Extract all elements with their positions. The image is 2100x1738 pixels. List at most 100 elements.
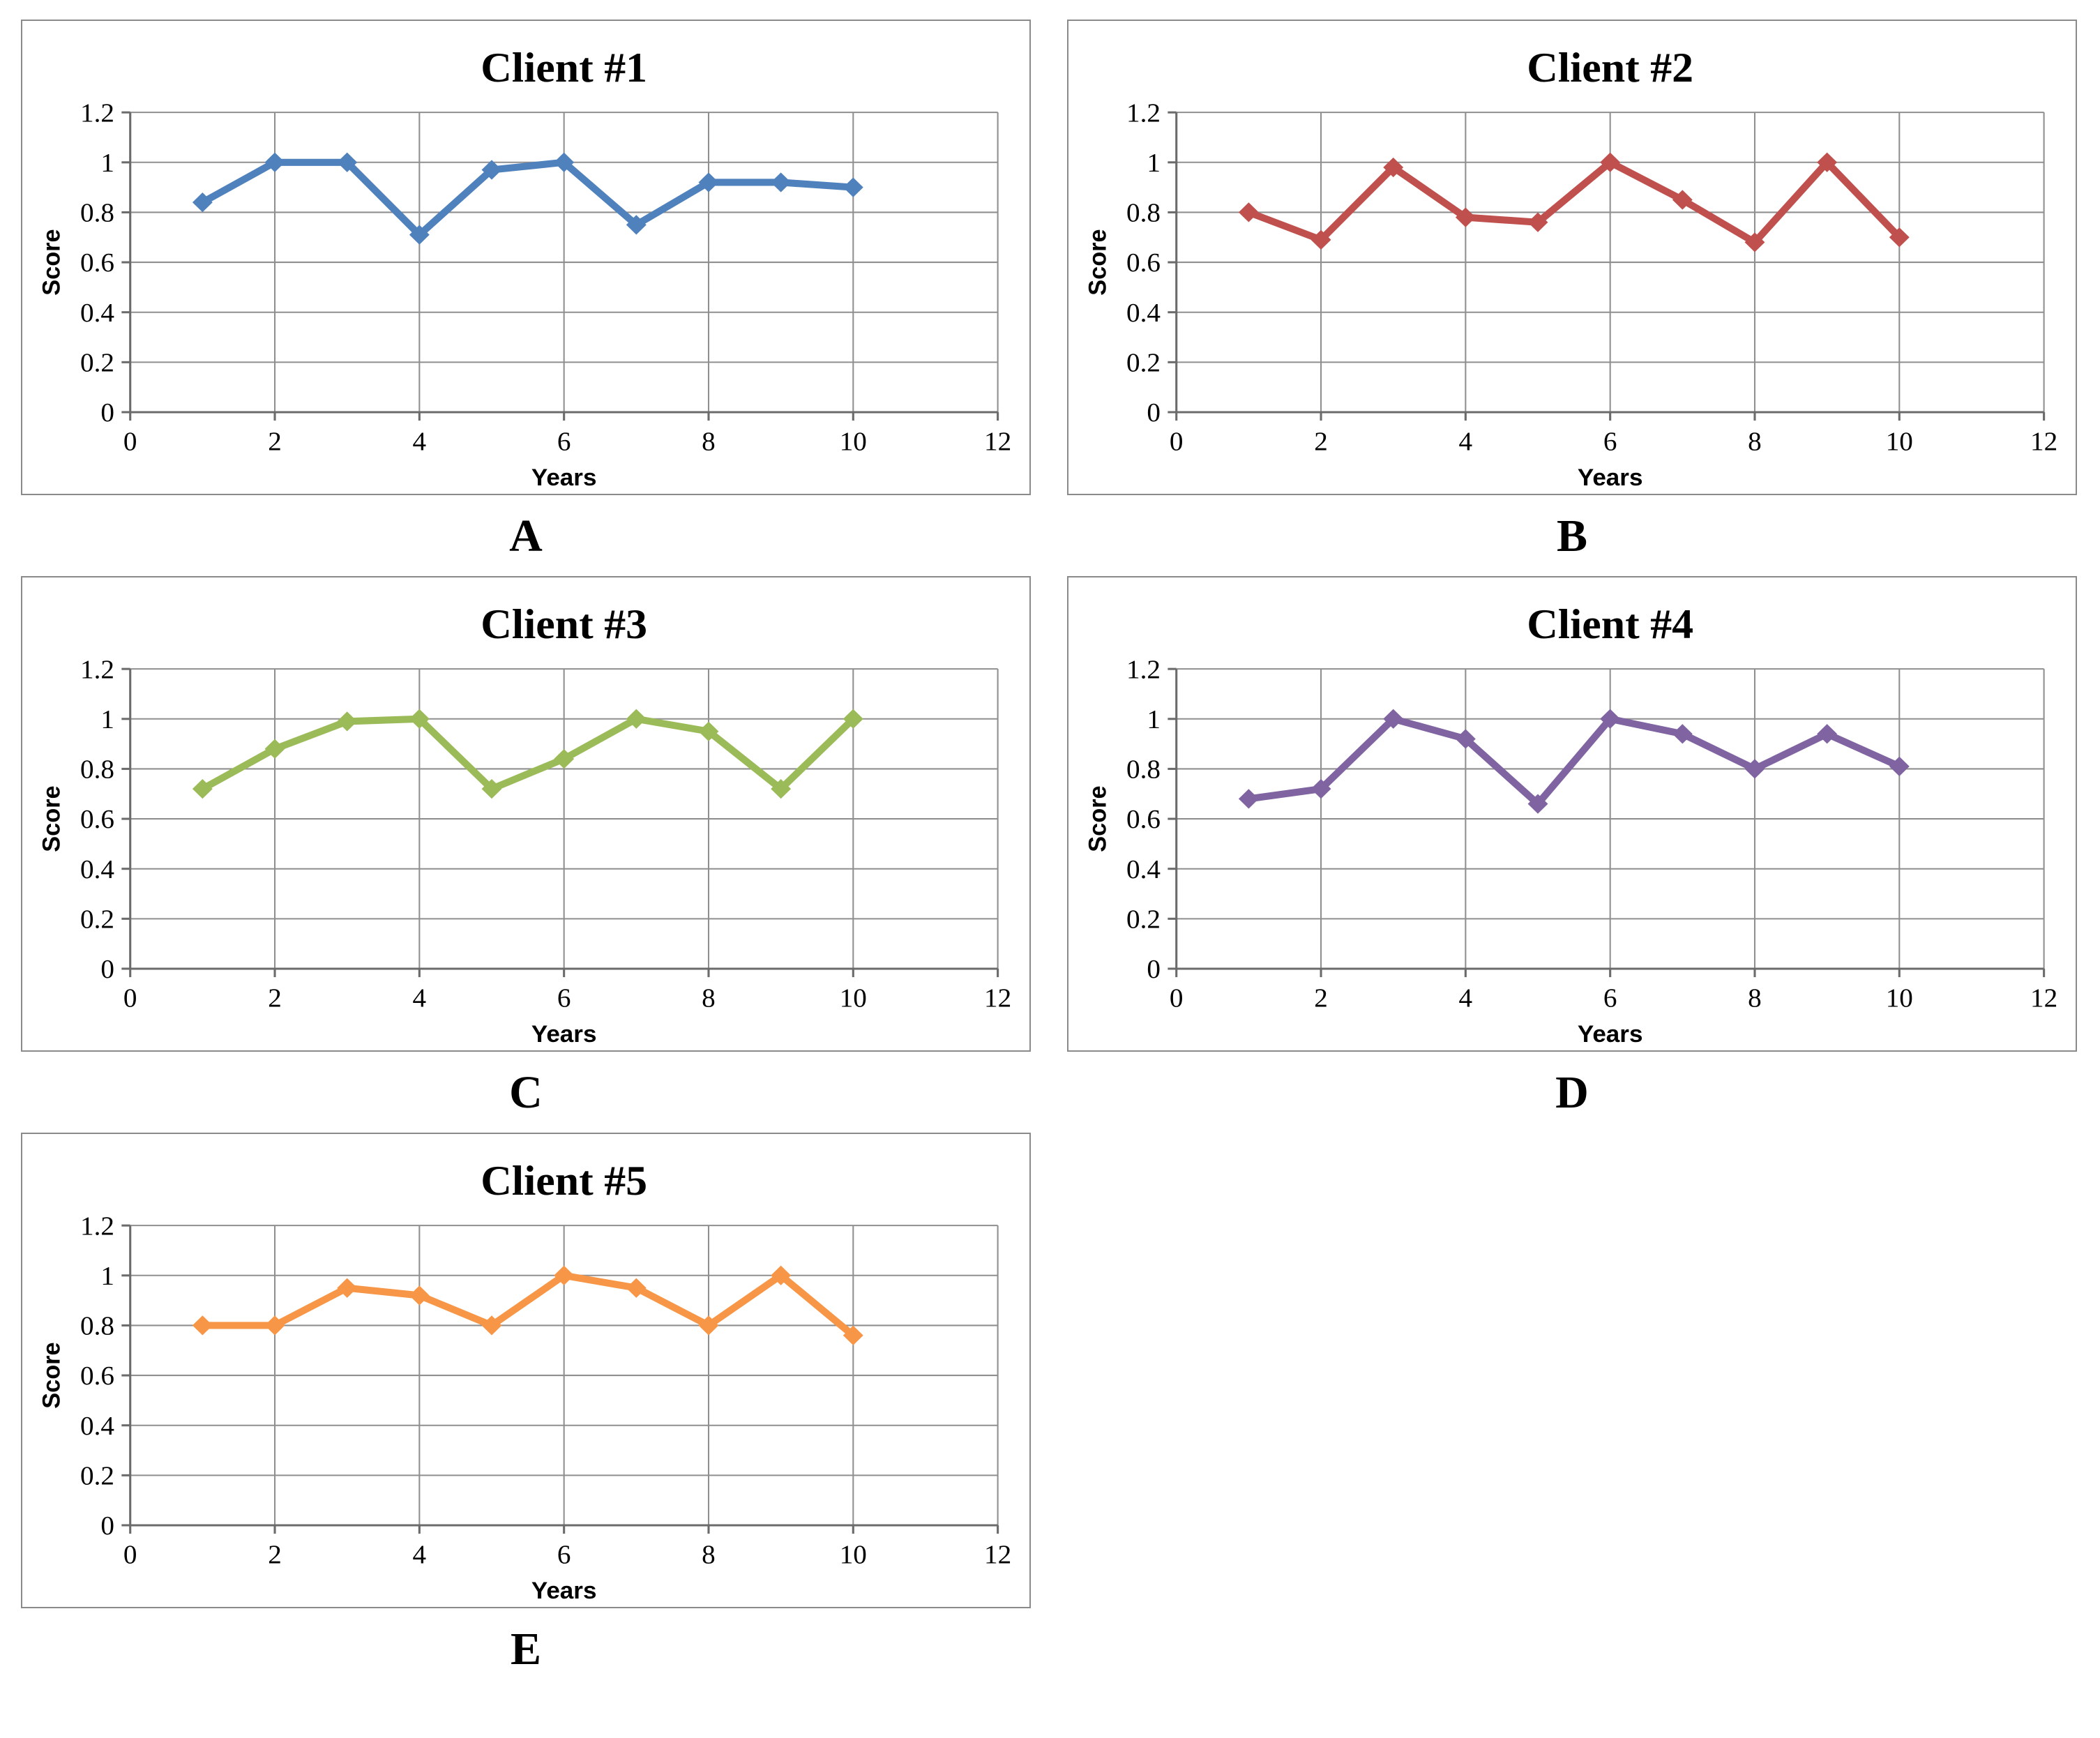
panel-cell-b: Client #2 0 0.2 0.4 0.6 0.8 1 1.2 0 2 4 6 8 10 12 Years… (1067, 20, 2077, 576)
data-series-line (1245, 158, 1903, 246)
y-axis-title: Score (1085, 229, 1111, 295)
line-chart-client-3: Client #3 0 0.2 0.4 0.6 0.8 1 1.2 0 2 4 6 8 10 12 Years… (22, 577, 1029, 1050)
y-axis-tick-label: 0 (1147, 954, 1161, 984)
panel-letter-label-d: D (1555, 1067, 1589, 1118)
y-axis-tick-label: 1 (1147, 704, 1161, 734)
data-point-marker (771, 172, 792, 192)
data-point-marker (843, 709, 863, 729)
data-series-line (199, 715, 857, 793)
panel-letter-label-b: B (1556, 511, 1588, 561)
y-axis-tick-label: 0.6 (80, 805, 114, 835)
chart-title: Client #5 (481, 1157, 647, 1204)
x-axis-tick-label: 10 (1886, 427, 1913, 457)
line-chart-client-4: Client #4 0 0.2 0.4 0.6 0.8 1 1.2 0 2 4 6 8 10 12 Years… (1068, 577, 2076, 1050)
chart-panel-client-3: Client #3 0 0.2 0.4 0.6 0.8 1 1.2 0 2 4 6 8 10 12 Years… (21, 576, 1031, 1052)
chart-title: Client #3 (481, 600, 647, 647)
y-axis-tick-label: 1 (100, 148, 114, 178)
y-axis-title: Score (38, 229, 65, 295)
x-axis-title: Years (531, 1021, 597, 1048)
chart-title: Client #4 (1527, 600, 1693, 647)
data-point-marker (1310, 778, 1331, 799)
y-axis-tick-label: 0.2 (80, 905, 114, 935)
data-point-marker (409, 1285, 430, 1306)
data-point-marker (1455, 207, 1476, 227)
x-axis-tick-label: 0 (1170, 427, 1184, 457)
y-axis-tick-label: 1 (100, 704, 114, 734)
chart-svg: Client #1 0 0.2 0.4 0.6 0.8 1 1.2 0 2 4 6 8 10 12 Years… (38, 44, 1011, 491)
y-axis-title: Score (38, 785, 65, 852)
data-point-marker (1672, 190, 1693, 210)
y-axis-tick-label: 0.8 (1126, 755, 1161, 785)
x-axis-tick-label: 4 (1459, 983, 1473, 1013)
x-axis-tick-label: 2 (1314, 983, 1328, 1013)
y-axis-title: Score (38, 1342, 65, 1408)
y-axis-tick-label: 1.2 (80, 1211, 114, 1241)
y-axis-tick-label: 0 (100, 1511, 114, 1541)
data-point-marker (1744, 759, 1765, 779)
x-axis-tick-label: 6 (557, 983, 571, 1013)
data-point-marker (1455, 729, 1476, 749)
y-axis-tick-label: 0.2 (80, 348, 114, 378)
y-axis-tick-label: 0.4 (1126, 854, 1161, 884)
x-axis-title: Years (531, 464, 597, 491)
data-point-marker (264, 152, 285, 172)
y-axis-tick-label: 0 (100, 398, 114, 428)
panel-letter-label-a: A (509, 511, 543, 561)
data-point-marker (1238, 789, 1259, 809)
y-axis-tick-label: 1.2 (80, 98, 114, 128)
y-axis-tick-label: 0 (1147, 398, 1161, 428)
y-axis-tick-label: 0.4 (1126, 298, 1161, 328)
x-axis-tick-label: 10 (840, 427, 867, 457)
data-point-marker (192, 778, 213, 799)
x-axis-tick-label: 12 (984, 427, 1011, 457)
y-axis-tick-label: 0.6 (1126, 805, 1161, 835)
data-point-marker (337, 152, 358, 172)
charts-grid: Client #1 0 0.2 0.4 0.6 0.8 1 1.2 0 2 4 6 8 10 12 Years… (21, 20, 2077, 1675)
x-axis-title: Years (1578, 1021, 1643, 1048)
x-axis-tick-label: 12 (2030, 983, 2057, 1013)
panel-cell-d: Client #4 0 0.2 0.4 0.6 0.8 1 1.2 0 2 4 6 8 10 12 Years… (1067, 576, 2077, 1133)
y-axis-tick-label: 0.2 (80, 1461, 114, 1491)
panel-letter-label-e: E (510, 1624, 542, 1675)
y-axis-tick-label: 1.2 (1126, 98, 1161, 128)
chart-svg: Client #4 0 0.2 0.4 0.6 0.8 1 1.2 0 2 4 6 8 10 12 Years… (1085, 600, 2057, 1048)
y-axis-tick-label: 0.4 (80, 298, 114, 328)
data-series-line (1245, 715, 1903, 808)
chart-panel-client-2: Client #2 0 0.2 0.4 0.6 0.8 1 1.2 0 2 4 6 8 10 12 Years… (1067, 20, 2077, 495)
data-point-marker (264, 739, 285, 759)
y-axis-tick-label: 0.4 (80, 854, 114, 884)
data-point-marker (843, 177, 863, 197)
chart-panel-client-4: Client #4 0 0.2 0.4 0.6 0.8 1 1.2 0 2 4 6 8 10 12 Years… (1067, 576, 2077, 1052)
x-axis-tick-label: 4 (1459, 427, 1473, 457)
y-axis-tick-label: 0.6 (80, 1361, 114, 1391)
x-axis-tick-label: 6 (1603, 427, 1617, 457)
chart-panel-client-5: Client #5 0 0.2 0.4 0.6 0.8 1 1.2 0 2 4 6 8 10 12 Years… (21, 1133, 1031, 1608)
y-axis-tick-label: 0.8 (1126, 198, 1161, 228)
y-axis-tick-label: 0.4 (80, 1411, 114, 1441)
panel-letter-label-c: C (509, 1067, 543, 1118)
x-axis-tick-label: 0 (123, 983, 137, 1013)
x-axis-tick-label: 4 (413, 1540, 427, 1570)
chart-svg: Client #2 0 0.2 0.4 0.6 0.8 1 1.2 0 2 4 6 8 10 12 Years… (1085, 44, 2057, 490)
chart-title: Client #1 (481, 44, 647, 91)
chart-svg: Client #5 0 0.2 0.4 0.6 0.8 1 1.2 0 2 4 6 8 10 12 Years… (38, 1157, 1011, 1603)
x-axis-tick-label: 8 (1748, 427, 1762, 457)
y-axis-tick-label: 0.2 (1126, 348, 1161, 378)
data-series-line (199, 1271, 857, 1339)
line-chart-client-1: Client #1 0 0.2 0.4 0.6 0.8 1 1.2 0 2 4 6 8 10 12 Years… (22, 21, 1029, 494)
data-point-marker (1817, 724, 1838, 744)
y-axis-tick-label: 0 (100, 954, 114, 984)
data-point-marker (1889, 756, 1910, 776)
line-chart-client-2: Client #2 0 0.2 0.4 0.6 0.8 1 1.2 0 2 4 6 8 10 12 Years… (1068, 21, 2076, 494)
data-point-marker (264, 1315, 285, 1336)
y-axis-tick-label: 0.6 (1126, 248, 1161, 278)
y-axis-tick-label: 1 (1147, 148, 1161, 178)
data-point-marker (337, 1278, 358, 1298)
data-point-marker (337, 711, 358, 732)
x-axis-tick-label: 8 (1748, 983, 1762, 1013)
y-axis-tick-label: 0.2 (1126, 905, 1161, 935)
x-axis-tick-label: 12 (984, 983, 1011, 1013)
data-point-marker (771, 1265, 792, 1285)
y-axis-title: Score (1085, 785, 1111, 852)
x-axis-tick-label: 12 (2030, 427, 2057, 457)
